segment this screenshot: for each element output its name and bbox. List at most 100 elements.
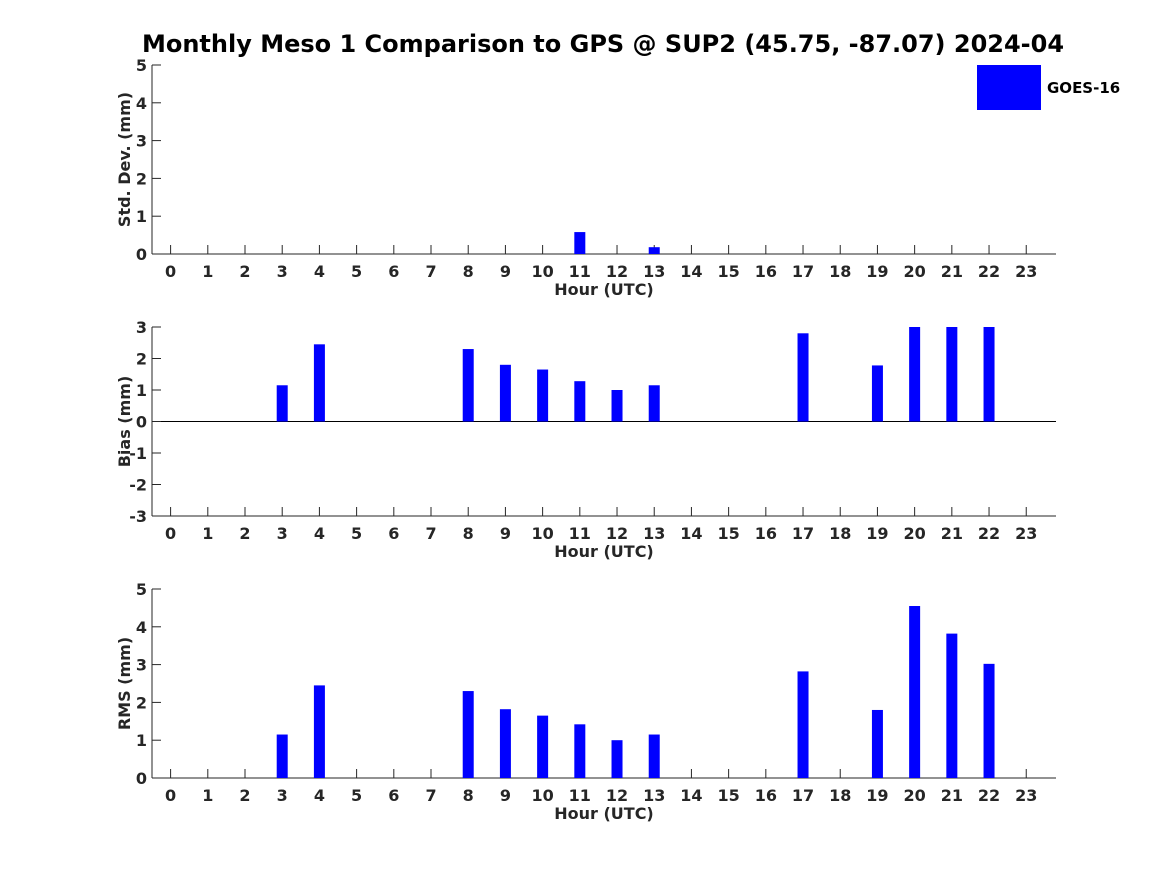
bar-hour-13 [648,385,660,422]
x-tick-label: 9 [500,524,511,543]
x-tick-label: 20 [904,786,926,805]
x-tick-label: 17 [792,524,814,543]
x-tick-label: 18 [829,786,851,805]
x-tick-label: 15 [717,524,739,543]
y-tick-label: 1 [136,731,147,750]
bar-hour-12 [611,740,623,778]
x-tick-label: 2 [239,524,250,543]
x-tick-label: 21 [941,524,963,543]
x-tick-label: 4 [314,262,325,281]
bar-hour-20 [909,327,921,422]
x-tick-label: 16 [755,524,777,543]
x-tick-label: 5 [351,786,362,805]
bar-hour-11 [574,232,586,254]
y-tick-label: 2 [136,350,147,369]
x-tick-label: 0 [165,524,176,543]
x-tick-label: 23 [1015,524,1037,543]
x-tick-label: 8 [463,524,474,543]
x-tick-label: 22 [978,786,1000,805]
x-tick-label: 2 [239,262,250,281]
x-tick-label: 3 [277,262,288,281]
x-tick-label: 21 [941,786,963,805]
y-tick-label: 2 [136,169,147,188]
bar-hour-22 [983,663,995,778]
bar-hour-9 [499,364,511,422]
x-tick-label: 4 [314,524,325,543]
x-tick-label: 1 [202,262,213,281]
y-tick-label: 3 [136,132,147,151]
x-tick-label: 5 [351,524,362,543]
x-tick-label: 19 [866,524,888,543]
bar-hour-10 [537,369,549,422]
bar-hour-20 [909,606,921,778]
x-tick-label: 13 [643,262,665,281]
y-tick-label: 1 [136,207,147,226]
x-tick-label: 11 [569,786,591,805]
x-tick-label: 14 [680,262,702,281]
x-tick-label: 22 [978,524,1000,543]
x-tick-label: 12 [606,524,628,543]
x-axis-label: Hour (UTC) [554,542,654,561]
x-tick-label: 13 [643,786,665,805]
x-tick-label: 7 [425,524,436,543]
y-tick-label: 3 [136,656,147,675]
chart-title: Monthly Meso 1 Comparison to GPS @ SUP2 … [142,30,1064,58]
bar-hour-19 [871,709,883,778]
x-tick-label: 13 [643,524,665,543]
y-tick-label: -3 [129,507,147,526]
bar-hour-19 [871,365,883,422]
y-tick-label: 0 [136,769,147,788]
x-tick-label: 10 [531,262,553,281]
legend-swatch [977,65,1041,110]
x-tick-label: 17 [792,262,814,281]
x-tick-label: 8 [463,262,474,281]
x-tick-label: 7 [425,786,436,805]
x-tick-label: 16 [755,262,777,281]
x-tick-label: 6 [388,786,399,805]
x-tick-label: 8 [463,786,474,805]
x-tick-label: 6 [388,524,399,543]
x-tick-label: 19 [866,786,888,805]
x-tick-label: 3 [277,786,288,805]
bar-hour-3 [276,385,288,422]
x-tick-label: 0 [165,262,176,281]
bar-hour-12 [611,390,623,422]
y-tick-label: 0 [136,413,147,432]
bar-hour-17 [797,671,809,778]
bar-hour-3 [276,734,288,778]
bar-hour-21 [946,327,958,422]
bar-hour-4 [313,344,325,422]
legend: GOES-16 [977,65,1120,110]
y-tick-label: -1 [129,444,147,463]
x-tick-label: 9 [500,262,511,281]
x-tick-label: 23 [1015,786,1037,805]
legend-label: GOES-16 [1047,79,1120,97]
bar-hour-13 [648,734,660,778]
bar-hour-4 [313,685,325,778]
x-tick-label: 16 [755,786,777,805]
x-tick-label: 18 [829,262,851,281]
x-tick-label: 15 [717,262,739,281]
bar-hour-11 [574,724,586,778]
bar-hour-8 [462,349,474,422]
x-tick-label: 23 [1015,262,1037,281]
y-tick-label: -2 [129,476,147,495]
x-axis-label: Hour (UTC) [554,804,654,823]
x-tick-label: 4 [314,786,325,805]
x-tick-label: 1 [202,786,213,805]
y-tick-label: 4 [136,94,147,113]
y-tick-label: 2 [136,693,147,712]
x-tick-label: 12 [606,786,628,805]
y-tick-label: 5 [136,580,147,599]
bar-hour-21 [946,633,958,778]
x-tick-label: 10 [531,786,553,805]
x-tick-label: 9 [500,786,511,805]
bar-hour-11 [574,381,586,422]
y-tick-label: 0 [136,245,147,264]
y-tick-label: 4 [136,618,147,637]
x-tick-label: 7 [425,262,436,281]
x-tick-label: 21 [941,262,963,281]
